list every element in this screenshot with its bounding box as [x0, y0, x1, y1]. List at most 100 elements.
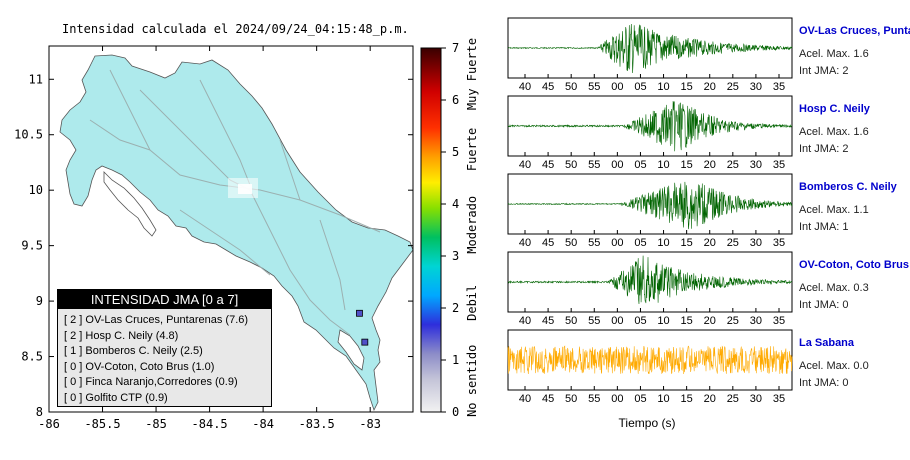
map-y-tick-label: 8.5 — [21, 350, 43, 364]
colorbar-intensity-label: Fuerte — [465, 128, 479, 171]
waveform-tick-label: 45 — [542, 315, 554, 327]
map-title: Intensidad calculada el 2024/09/24_04:15… — [62, 22, 409, 36]
waveform-tick-label: 25 — [727, 315, 739, 327]
legend-row: [ 0 ] Golfito CTP (0.9) — [64, 391, 168, 404]
legend-row: [ 2 ] OV-Las Cruces, Puntarenas (7.6) — [64, 314, 249, 326]
map-x-tick-label: -84.5 — [192, 417, 228, 431]
map-x-tick-label: -84 — [252, 417, 274, 431]
waveform-tick-label: 05 — [634, 393, 646, 405]
station-accel: Acel. Max. 0.3 — [799, 282, 869, 294]
waveform-tick-label: 50 — [565, 393, 577, 405]
waveform-tick-label: 35 — [773, 237, 785, 249]
waveform-tick-label: 15 — [681, 393, 693, 405]
waveform-tick-label: 20 — [704, 237, 716, 249]
waveform-tick-label: 05 — [634, 237, 646, 249]
map-y-tick-label: 8 — [36, 405, 43, 419]
waveform-tick-label: 10 — [657, 315, 669, 327]
waveform-tick-label: 05 — [634, 159, 646, 171]
waveform-tick-label: 00 — [611, 315, 623, 327]
waveform-tick-label: 05 — [634, 315, 646, 327]
legend-row: [ 0 ] OV-Coton, Coto Brus (1.0) — [64, 360, 215, 373]
waveform-tick-label: 15 — [681, 159, 693, 171]
waveform-tick-label: 45 — [542, 159, 554, 171]
waveform-tick-label: 30 — [750, 315, 762, 327]
station-accel: Acel. Max. 1.1 — [799, 204, 869, 216]
waveform-tick-label: 15 — [681, 81, 693, 93]
costa-rica-land — [59, 54, 413, 412]
colorbar-intensity-label: No sentido — [465, 345, 479, 417]
waveform-tick-label: 30 — [750, 159, 762, 171]
waveform-x-axis-label: Tiempo (s) — [619, 416, 676, 430]
waveform-tick-label: 40 — [519, 315, 531, 327]
colorbar-tick-label: 6 — [452, 93, 459, 107]
waveform-tick-label: 55 — [588, 81, 600, 93]
station-jma: Int JMA: 0 — [799, 299, 849, 311]
legend-box: INTENSIDAD JMA [0 a 7] [ 2 ] OV-Las Cruc… — [57, 289, 272, 407]
map-x-tick-label: -83.5 — [299, 417, 335, 431]
station-markers — [356, 309, 369, 346]
colorbar-tick-label: 5 — [452, 145, 459, 159]
waveform-tick-label: 20 — [704, 393, 716, 405]
station-jma: Int JMA: 2 — [799, 143, 849, 155]
colorbar-intensity-label: Debil — [465, 285, 479, 321]
waveform-tick-label: 30 — [750, 81, 762, 93]
waveform-tick-label: 35 — [773, 159, 785, 171]
waveform-panel: 40 45 50 55 00 05 10 15 20 25 30 35 La Sabana Acel. M… — [507, 329, 869, 405]
map-y-tick-label: 11 — [29, 72, 43, 86]
station-jma: Int JMA: 1 — [799, 221, 849, 233]
waveform-tick-label: 10 — [657, 393, 669, 405]
waveform-tick-label: 20 — [704, 159, 716, 171]
waveform-tick-label: 30 — [750, 393, 762, 405]
map-x-tick-label: -86 — [38, 417, 60, 431]
station-accel: Acel. Max. 1.6 — [799, 126, 869, 138]
waveform-tick-label: 00 — [611, 237, 623, 249]
waveform-tick-label: 50 — [565, 315, 577, 327]
legend-row: [ 0 ] Finca Naranjo,Corredores (0.9) — [64, 376, 238, 388]
colorbar-ticks: 0 1 2 3 4 5 6 7 — [441, 41, 459, 419]
station-marker — [361, 338, 369, 346]
waveform-tick-label: 00 — [611, 159, 623, 171]
waveform-tick-label: 45 — [542, 237, 554, 249]
waveform-panel: 40 45 50 55 00 05 10 15 20 25 30 35 Bomberos C. Neil… — [507, 173, 898, 249]
waveform-trace — [507, 23, 793, 74]
waveform-trace — [507, 345, 793, 375]
map-x-tick-label: -83 — [359, 417, 381, 431]
colorbar-tick-label: 4 — [452, 197, 459, 211]
waveform-trace — [507, 181, 793, 230]
station-marker — [356, 309, 363, 317]
waveform-tick-label: 40 — [519, 393, 531, 405]
waveform-tick-label: 45 — [542, 81, 554, 93]
station-jma: Int JMA: 2 — [799, 65, 849, 77]
waveform-tick-label: 40 — [519, 237, 531, 249]
map-y-tick-label: 9.5 — [21, 239, 43, 253]
map-x-tick-label: -85 — [145, 417, 167, 431]
waveform-trace — [507, 100, 793, 152]
waveform-tick-label: 50 — [565, 237, 577, 249]
waveform-tick-label: 35 — [773, 315, 785, 327]
waveform-tick-label: 20 — [704, 315, 716, 327]
colorbar-tick-label: 2 — [452, 301, 459, 315]
station-jma: Int JMA: 0 — [799, 377, 849, 389]
waveform-tick-label: 10 — [657, 237, 669, 249]
colorbar-intensity-label: Muy Fuerte — [465, 38, 479, 110]
waveform-tick-label: 30 — [750, 237, 762, 249]
waveform-tick-label: 45 — [542, 393, 554, 405]
waveform-tick-label: 35 — [773, 81, 785, 93]
map-y-tick-label: 9 — [36, 294, 43, 308]
waveform-tick-label: 00 — [611, 393, 623, 405]
waveform-tick-label: 10 — [657, 159, 669, 171]
waveform-panel: 40 45 50 55 00 05 10 15 20 25 30 35 OV-Las Cruces, P… — [507, 17, 910, 93]
colorbar-tick-label: 3 — [452, 249, 459, 263]
waveform-tick-label: 15 — [681, 237, 693, 249]
waveform-tick-label: 50 — [565, 81, 577, 93]
waveform-trace — [507, 255, 793, 305]
waveform-panels: 40 45 50 55 00 05 10 15 20 25 30 35 OV-Las Cruces, P… — [507, 17, 910, 405]
waveform-tick-label: 40 — [519, 159, 531, 171]
waveform-tick-label: 10 — [657, 81, 669, 93]
urban-areas — [228, 178, 258, 198]
map-x-tick-label: -85.5 — [84, 417, 120, 431]
map-y-tick-label: 10 — [29, 183, 43, 197]
colorbar: 0 1 2 3 4 5 6 7 No sentido Debil Moderado Fuerte Mu… — [420, 38, 479, 419]
waveform-tick-label: 55 — [588, 237, 600, 249]
